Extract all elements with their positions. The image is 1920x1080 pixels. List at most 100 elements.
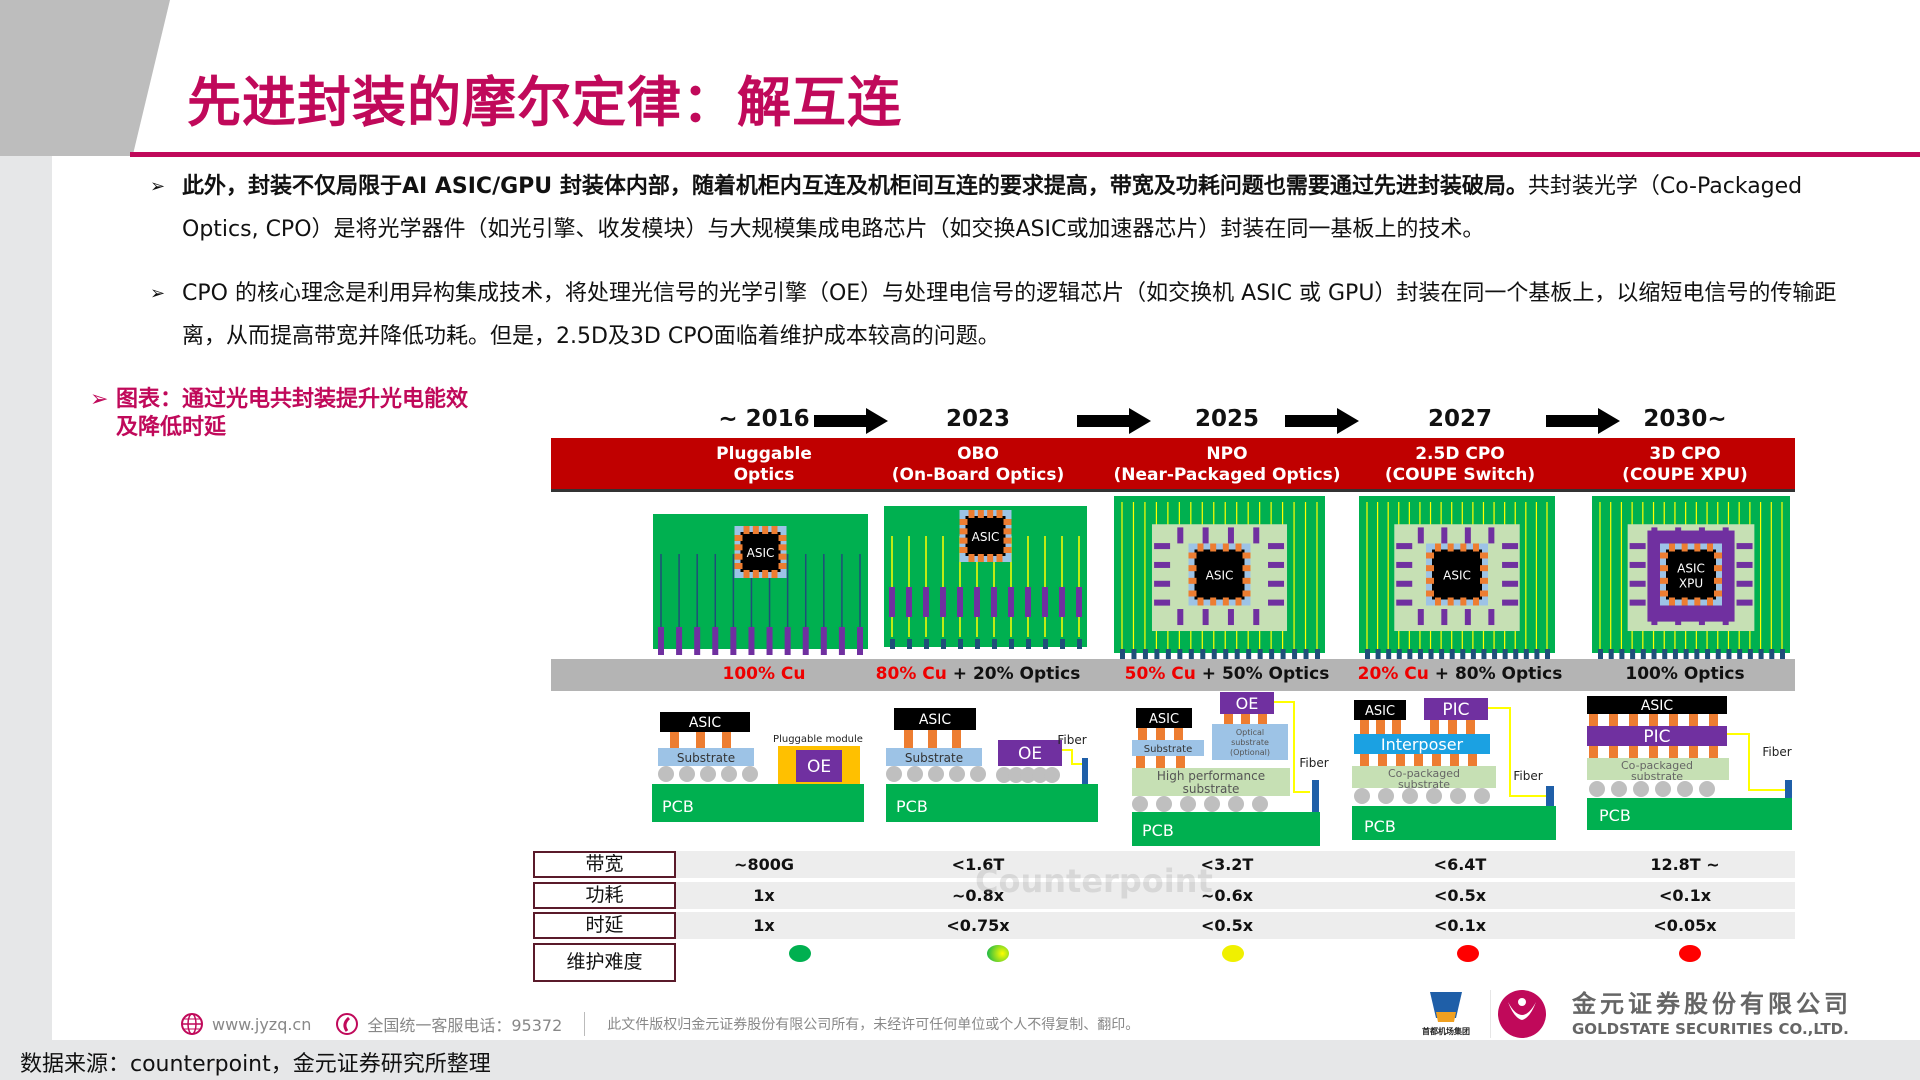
label-interposer: Interposer: [1381, 735, 1464, 754]
technology-subtitle: (COUPE XPU): [1622, 465, 1748, 485]
asic-label: ASIC: [1443, 569, 1471, 583]
label-asic: ASIC: [1365, 704, 1395, 719]
optics-ratio: + 50% Optics: [1195, 664, 1330, 684]
bullet-1: ➢ 此外，封装不仅局限于AI ASIC/GPU 封装体内部，随着机柜内互连及机柜…: [150, 165, 1870, 251]
row-label-power: 功耗: [533, 882, 676, 909]
label-asic: ASIC: [919, 712, 952, 728]
label-optical_sub2: substrate: [1231, 738, 1269, 747]
cell-power: ~0.6x: [1200, 886, 1254, 905]
label-cop1: Co-packaged: [1621, 759, 1693, 772]
label-pcb: PCB: [1599, 806, 1631, 825]
cell-bandwidth: ~800G: [734, 855, 794, 874]
label-fiber: Fiber: [1057, 733, 1086, 747]
phone-icon: [336, 1013, 359, 1035]
cell-latency: <0.5x: [1200, 916, 1254, 935]
cu-optics-band: [551, 659, 1795, 691]
label-fiber: Fiber: [1513, 769, 1542, 783]
bullet-1-bold: 此外，封装不仅局限于AI ASIC/GPU 封装体内部，随着机柜内互连及机柜间互…: [182, 174, 1528, 199]
airport-group-logo: 首都机场集团: [1422, 992, 1470, 1036]
arrow-right-icon: [1077, 408, 1151, 434]
label-pluggable: Pluggable module: [773, 734, 863, 745]
row-label-latency: 时延: [533, 912, 676, 939]
year-label: 2027: [1427, 406, 1493, 432]
row-bg-latency: [676, 912, 1795, 939]
technology-subtitle: (Near-Packaged Optics): [1113, 465, 1341, 485]
label-cop1: Co-packaged: [1388, 767, 1460, 780]
arrow-right-icon: [1546, 408, 1620, 434]
data-source: 数据来源：counterpoint，金元证券研究所整理: [20, 1052, 491, 1077]
airport-logo-text: 首都机场集团: [1422, 1026, 1470, 1036]
cu-ratio: 20% Cu: [1357, 664, 1429, 684]
year-label: ~ 2016: [718, 406, 810, 432]
asic-label: ASIC: [972, 530, 1000, 544]
cell-bandwidth: <3.2T: [1200, 855, 1254, 874]
cu-optics-ratio: 20% Cu + 80% Optics: [1358, 664, 1563, 684]
globe-icon: [181, 1013, 203, 1035]
label-asic: ASIC: [1149, 712, 1179, 727]
arrow-right-icon: [814, 408, 888, 434]
label-pcb: PCB: [1364, 817, 1396, 836]
company-name-en: GOLDSTATE SECURITIES CO.,LTD.: [1572, 1020, 1849, 1038]
arrow-right-icon: [1285, 408, 1359, 434]
row-bg-power: [676, 882, 1795, 909]
label-oe: OE: [1018, 744, 1042, 764]
package-top-view: ASIC: [1359, 496, 1555, 659]
label-substrate: Substrate: [677, 751, 735, 765]
watermark: Counterpoint: [975, 862, 1213, 900]
year-label: 2025: [1194, 406, 1260, 432]
technology-header: 2.5D CPO (COUPE Switch): [1385, 444, 1535, 486]
label-substrate: Substrate: [1144, 744, 1192, 755]
copyright: 此文件版权归金元证券股份有限公司所有，未经许可任何单位或个人不得复制、翻印。: [607, 1017, 1140, 1033]
technology-header: 3D CPO (COUPE XPU): [1622, 444, 1748, 486]
cell-latency: 1x: [753, 916, 775, 935]
maintenance-indicator-high: [1457, 945, 1479, 962]
cu-optics-ratio: 80% Cu + 20% Optics: [876, 664, 1081, 684]
optics-ratio: + 20% Optics: [946, 664, 1081, 684]
cu-optics-ratio: 50% Cu + 50% Optics: [1125, 664, 1330, 684]
bullet-marker: ➢: [150, 283, 166, 304]
technology-subtitle: (On-Board Optics): [891, 465, 1065, 485]
maintenance-indicator-medium: [1222, 945, 1244, 962]
footer-divider: [584, 1012, 586, 1036]
xpu-label: XPU: [1679, 577, 1703, 591]
page-title: 先进封装的摩尔定律：解互连: [187, 71, 902, 134]
hotline: 全国统一客服电话：95372: [367, 1016, 563, 1035]
label-oe: OE: [807, 757, 831, 777]
year-label: 2023: [945, 406, 1011, 432]
technology-header: OBO (On-Board Optics): [892, 444, 1065, 486]
website-link[interactable]: www.jyzq.cn: [212, 1014, 312, 1034]
technology-name: 3D CPO: [1649, 444, 1721, 464]
maintenance-indicator-high: [1679, 945, 1701, 962]
label-asic: ASIC: [689, 715, 722, 731]
maintenance-indicator-low: [789, 945, 811, 962]
optics-ratio: + 80% Optics: [1428, 664, 1563, 684]
technology-name: Pluggable: [716, 444, 812, 464]
technology-header-band: [551, 438, 1795, 492]
asic-label: ASIC: [747, 546, 775, 560]
cell-power: <0.5x: [1433, 886, 1487, 905]
label-pcb: PCB: [1142, 821, 1174, 840]
cu-ratio: 50% Cu: [1124, 664, 1196, 684]
optics-ratio: 100% Optics: [1625, 664, 1745, 684]
row-label-maintenance: 维护难度: [533, 943, 676, 982]
cell-bandwidth: <6.4T: [1433, 855, 1487, 874]
package-top-view: ASIC: [884, 506, 1087, 649]
package-cross-section: ASIC Substrate OE Fiber PCB: [886, 708, 1098, 822]
figure-marker: ➢: [90, 387, 109, 412]
company-name-cn: 金元证券股份有限公司: [1571, 990, 1852, 1018]
label-pic: PIC: [1643, 727, 1670, 747]
label-hp2: substrate: [1183, 782, 1240, 796]
technology-name: 2.5D CPO: [1415, 444, 1505, 464]
label-asic: ASIC: [1641, 698, 1674, 714]
row-label-bandwidth: 带宽: [533, 851, 676, 878]
label-fiber: Fiber: [1299, 756, 1328, 770]
bullet-2: ➢ CPO 的核心理念是利用异构集成技术，将处理光信号的光学引擎（OE）与处理电…: [150, 272, 1870, 358]
package-cross-section: ASICSubstrateOEOpticalsubstrate(Optional…: [1132, 692, 1329, 846]
cu-ratio: 100% Cu: [722, 664, 806, 684]
row-bg-bandwidth: [676, 851, 1795, 878]
maintenance-indicator-low-medium: [987, 945, 1009, 962]
label-cop2: substrate: [1631, 770, 1683, 783]
cell-latency: <0.05x: [1653, 916, 1717, 935]
technology-header: Pluggable Optics: [716, 444, 812, 486]
